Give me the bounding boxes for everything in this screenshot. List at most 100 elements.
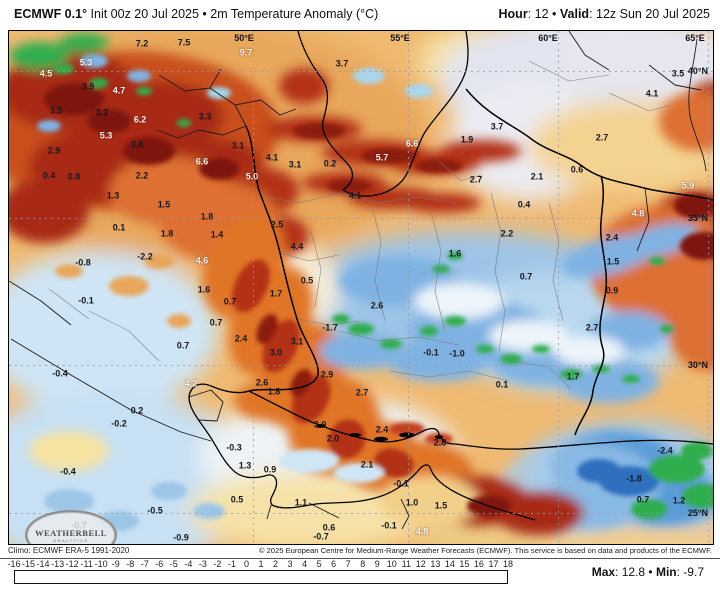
latitude-gridline — [9, 365, 713, 366]
colorbar-tick: 12 — [415, 559, 426, 569]
latitude-label: 30°N — [687, 360, 708, 370]
value-label: -0.4 — [60, 466, 76, 477]
colorbar-tick: -6 — [155, 559, 164, 569]
value-label: 3.2 — [95, 107, 109, 118]
separator: • — [548, 7, 560, 21]
value-label: 5.3 — [79, 57, 93, 68]
value-label: 2.9 — [47, 145, 61, 156]
hour-label: Hour — [498, 7, 528, 21]
hour-value: : 12 — [527, 7, 549, 21]
anomaly-map: 9.7 7.2 7.5 5.3 4.5 3.9 4.7 3.7 3.5 3.2 6.2 3.3 5.3 3… — [8, 30, 714, 545]
colorbar-tick: -14 — [36, 559, 50, 569]
anomaly-field-art — [9, 31, 713, 544]
value-label: 0.7 — [176, 340, 190, 351]
longitude-label: 50°E — [234, 33, 254, 43]
value-label: 0.1 — [495, 379, 509, 390]
value-label: -0.9 — [173, 532, 189, 543]
value-label: 1.2 — [672, 495, 686, 506]
value-label: 3.3 — [198, 111, 212, 122]
value-label: -2.4 — [657, 445, 673, 456]
value-label: -0.3 — [226, 442, 242, 453]
value-label: 3.5 — [671, 68, 685, 79]
value-label: 0.9 — [263, 464, 277, 475]
value-label: 0.7 — [636, 494, 650, 505]
colorbar-tick: -1 — [227, 559, 236, 569]
value-label: 5.9 — [681, 180, 695, 191]
colorbar-tick: 9 — [374, 559, 380, 569]
value-label: 0.5 — [300, 275, 314, 286]
value-label: 2.8 — [433, 437, 447, 448]
value-label: 1.6 — [448, 248, 462, 259]
gridline-layer — [9, 31, 713, 544]
colorbar-tick: 0 — [243, 559, 249, 569]
value-label: 1.7 — [566, 371, 580, 382]
value-label: -0.7 — [313, 531, 329, 542]
value-label: -1.0 — [449, 348, 465, 359]
colorbar-tick: 17 — [488, 559, 499, 569]
colorbar-tick: -5 — [169, 559, 178, 569]
longitude-gridline — [558, 31, 559, 544]
value-label: -0.1 — [393, 478, 409, 489]
colorbar — [14, 570, 508, 584]
value-label: 1.3 — [106, 190, 120, 201]
value-label: -0.5 — [147, 505, 163, 516]
value-label: -0.4 — [52, 368, 68, 379]
value-label: 2.2 — [500, 228, 514, 239]
iran-border — [245, 88, 713, 436]
value-label: 7.5 — [177, 37, 191, 48]
colorbar-tick: -2 — [213, 559, 222, 569]
value-label: 6.2 — [133, 114, 147, 125]
value-label: 3.0 — [313, 419, 327, 430]
value-label: 3.7 — [490, 121, 504, 132]
colorbar-tick: 8 — [360, 559, 366, 569]
value-label: 1.5 — [606, 256, 620, 267]
value-label: 9.7 — [239, 47, 253, 58]
value-label: -0.8 — [75, 257, 91, 268]
colorbar-tick: 4 — [302, 559, 308, 569]
model-name: ECMWF 0.1° — [14, 7, 88, 21]
colorbar-tick: -15 — [22, 559, 36, 569]
longitude-label: 65°E — [685, 33, 705, 43]
colorbar-tick-labels: -16 -15 -14 -13 -12 -11 -10 -9 -8 -7 -6 -5 -4 -3 -2 -1 0… — [7, 559, 513, 569]
product-title: ECMWF 0.1° Init 00z 20 Jul 2025 • 2m Tem… — [14, 7, 378, 21]
value-label: -0.1 — [381, 520, 397, 531]
valid-time: Hour: 12 • Valid: 12z Sun 20 Jul 2025 — [499, 7, 710, 21]
value-label: -0.1 — [423, 347, 439, 358]
value-label: 7.2 — [135, 38, 149, 49]
latitude-label: 40°N — [687, 66, 708, 76]
value-label: 3.5 — [49, 105, 63, 116]
value-label: 4.8 — [631, 208, 645, 219]
colorbar-tick: 11 — [401, 559, 411, 569]
value-label: -1.7 — [322, 322, 338, 333]
header: ECMWF 0.1° Init 00z 20 Jul 2025 • 2m Tem… — [0, 0, 720, 28]
colorbar-tick: -10 — [94, 559, 108, 569]
value-label: 1.1 — [294, 497, 308, 508]
latitude-gridline — [9, 513, 713, 514]
value-label: 4.1 — [645, 88, 659, 99]
value-label: 0.1 — [112, 222, 126, 233]
colorbar-tick: 15 — [459, 559, 470, 569]
value-label: 2.1 — [360, 459, 374, 470]
longitude-label: 55°E — [390, 33, 410, 43]
value-label: 3.8 — [130, 139, 144, 150]
value-label: 3.1 — [290, 336, 304, 347]
colorbar-tick: -11 — [80, 559, 93, 569]
value-label: 0.9 — [605, 285, 619, 296]
value-label: 4.8 — [415, 526, 429, 537]
longitude-label: 60°E — [538, 33, 558, 43]
colorbar-tick: 7 — [345, 559, 351, 569]
value-label: 2.1 — [530, 171, 544, 182]
value-label: 2.5 — [270, 219, 284, 230]
value-label: 0.7 — [209, 317, 223, 328]
value-label: 1.8 — [267, 386, 281, 397]
value-label: 3.7 — [335, 58, 349, 69]
value-label: -1.8 — [626, 473, 642, 484]
value-label: 2.4 — [375, 424, 389, 435]
separator: • — [645, 565, 656, 579]
value-label: 0.8 — [67, 171, 81, 182]
value-label: -0.1 — [78, 295, 94, 306]
value-label: 2.0 — [326, 433, 340, 444]
colorbar-tick: -9 — [111, 559, 120, 569]
value-label: 2.2 — [135, 170, 149, 181]
value-label: 4.1 — [348, 190, 362, 201]
